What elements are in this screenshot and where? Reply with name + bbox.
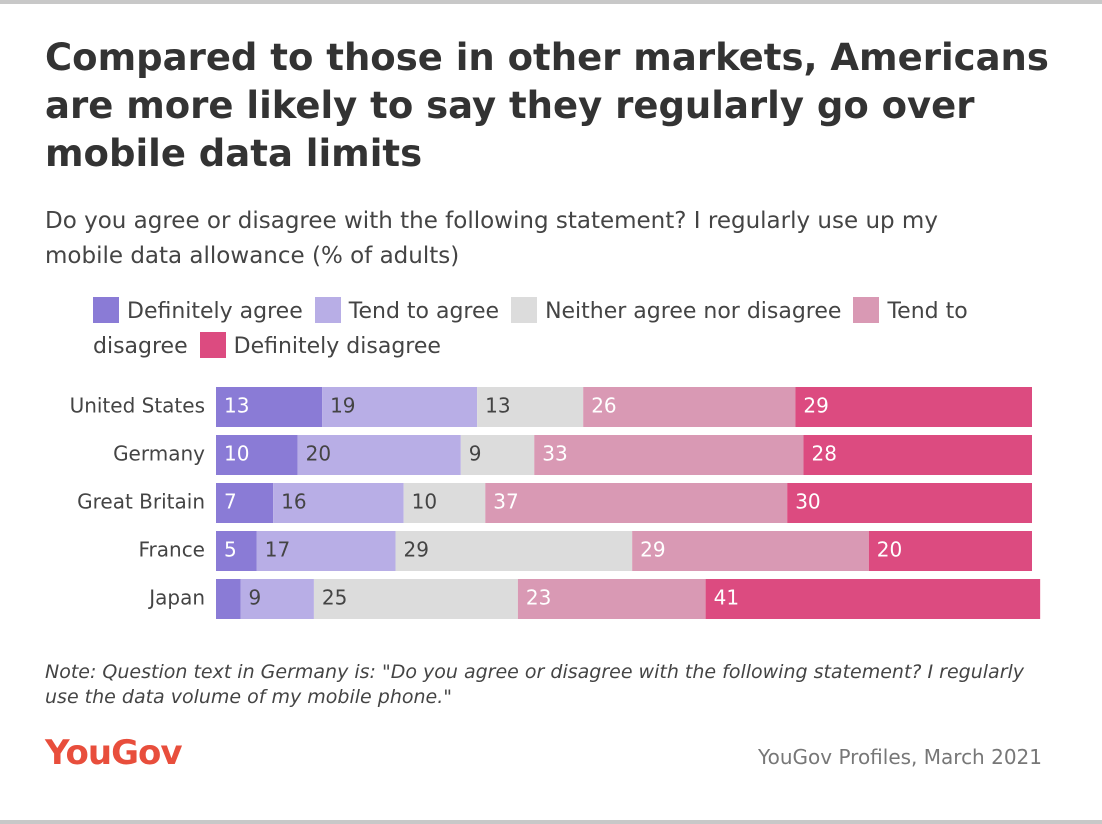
legend-label: Definitely disagree [233,334,441,359]
bar-segment [868,531,1032,571]
bar-segment [477,387,584,427]
data-label: 29 [640,538,665,562]
legend-swatch [853,297,880,323]
y-tick-label: France [138,538,205,562]
bar-segment [256,531,396,571]
legend-label: Tend to agree [348,299,500,324]
bar-segment [460,435,535,475]
data-label: 17 [265,538,290,562]
note: Note: Question text in Germany is: "Do y… [45,661,1025,708]
data-label: 9 [248,586,261,610]
chart: United States 13 19 13 26 29 Germany 10 20 9 33 28 G… [70,387,1041,619]
bar-segment [403,483,486,523]
top-border [0,0,1102,4]
data-label: 13 [485,394,510,418]
legend-swatch [314,297,341,323]
y-tick-label: Japan [147,586,205,610]
bar-segment [297,435,461,475]
y-tick-label: Germany [113,442,205,466]
data-label: 19 [330,394,355,418]
data-label: 5 [224,538,237,562]
legend-item: Tend to agree [314,297,500,324]
data-label: 26 [591,394,616,418]
data-label: 25 [322,586,347,610]
bar-segment [795,387,1032,427]
legend-item: Neither agree nor disagree [511,297,842,324]
legend-item: Definitely disagree [199,332,441,359]
legend-label: Neither agree nor disagree [545,299,842,324]
bar-segment [395,531,633,571]
bar-segment [216,387,323,427]
bar-segment [240,579,314,619]
bar-segment [803,435,1032,475]
bar-segment [216,483,274,523]
legend-swatch [511,297,538,323]
data-label: 29 [803,394,828,418]
bar-segment [632,531,869,571]
bottom-border [0,820,1102,824]
data-label: 23 [526,586,551,610]
data-label: 7 [224,490,237,514]
bar-segment [313,579,518,619]
data-label: 37 [493,490,518,514]
data-label: 13 [224,394,249,418]
chart-subtitle: Do you agree or disagree with the follow… [45,208,938,269]
legend-label: Definitely agree [127,299,303,324]
y-tick-label: United States [70,394,205,418]
legend: Definitely agree Tend to agree Neither agr… [93,294,1023,364]
legend-label: Tend to disagree [93,299,968,359]
data-label: 9 [469,442,482,466]
legend-item: Definitely agree [93,297,303,324]
bar-segment [787,483,1032,523]
legend-swatch [93,297,119,323]
data-label: 20 [306,442,331,466]
bar-segment [273,483,404,523]
bar-segment [322,387,478,427]
data-label: 16 [281,490,306,514]
chart-title: Compared to those in other markets, Amer… [45,36,1049,175]
bar-segment [583,387,796,427]
source: YouGov Profiles, March 2021 [758,745,1042,769]
bar-segment [216,531,257,571]
legend-item: Tend to disagree [93,297,968,359]
data-label: 41 [714,586,739,610]
y-tick-label: Great Britain [77,490,205,514]
data-label: 20 [877,538,902,562]
legend-swatch [199,332,226,358]
bar-segment [517,579,706,619]
data-label: 28 [812,442,837,466]
bar-segment [485,483,788,523]
data-label: 30 [795,490,820,514]
data-label: 29 [404,538,429,562]
logo: YouGov [45,733,182,773]
bar-segment [216,435,298,475]
data-label: 33 [542,442,567,466]
data-label: 10 [224,442,249,466]
bar-segment [705,579,1041,619]
bar-segment [216,579,241,619]
bar-segment [534,435,804,475]
data-label: 10 [412,490,437,514]
